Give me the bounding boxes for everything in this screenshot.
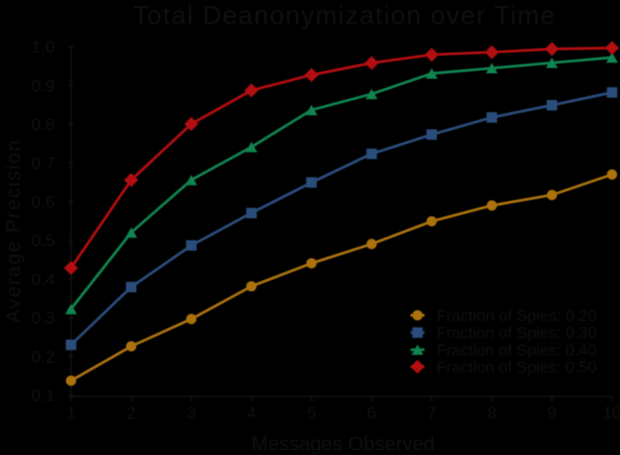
svg-text:1.0: 1.0 (31, 38, 55, 57)
svg-text:0.8: 0.8 (31, 115, 55, 134)
svg-text:Total Deanonymization over Tim: Total Deanonymization over Time (133, 0, 556, 30)
svg-text:0.1: 0.1 (31, 386, 55, 405)
svg-text:9: 9 (547, 404, 556, 423)
svg-text:0.5: 0.5 (31, 231, 55, 250)
svg-text:8: 8 (487, 404, 496, 423)
svg-text:Fraction of Spies: 0.30: Fraction of Spies: 0.30 (437, 325, 597, 342)
svg-text:Fraction of Spies: 0.20: Fraction of Spies: 0.20 (437, 308, 597, 325)
svg-text:Fraction of Spies: 0.40: Fraction of Spies: 0.40 (437, 342, 597, 359)
svg-text:7: 7 (427, 404, 436, 423)
svg-text:3: 3 (187, 404, 196, 423)
svg-text:0.3: 0.3 (31, 309, 55, 328)
svg-text:5: 5 (307, 404, 316, 423)
svg-text:4: 4 (247, 404, 256, 423)
svg-text:Fraction of Spies: 0.50: Fraction of Spies: 0.50 (437, 359, 597, 376)
svg-text:Average Precision: Average Precision (3, 139, 25, 323)
svg-text:0.7: 0.7 (31, 154, 55, 173)
svg-text:2: 2 (126, 404, 135, 423)
svg-text:0.4: 0.4 (31, 270, 55, 289)
svg-text:0.6: 0.6 (31, 193, 55, 212)
svg-text:Messages Observed: Messages Observed (251, 434, 434, 455)
svg-text:0.2: 0.2 (31, 347, 55, 366)
svg-text:10: 10 (603, 404, 620, 423)
svg-text:6: 6 (367, 404, 376, 423)
svg-text:0.9: 0.9 (31, 76, 55, 95)
svg-text:1: 1 (66, 404, 75, 423)
